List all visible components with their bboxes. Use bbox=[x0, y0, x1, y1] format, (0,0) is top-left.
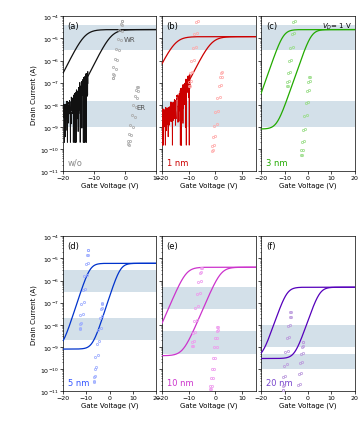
Bar bbox=[162, 332, 256, 354]
X-axis label: Gate Voltage (V): Gate Voltage (V) bbox=[180, 402, 238, 408]
Text: (e): (e) bbox=[167, 241, 179, 250]
Bar bbox=[162, 288, 256, 310]
Text: 5 nm: 5 nm bbox=[68, 378, 89, 387]
Text: (c): (c) bbox=[266, 22, 277, 31]
Bar bbox=[261, 26, 355, 51]
Text: (b): (b) bbox=[167, 22, 179, 31]
Bar bbox=[261, 354, 355, 369]
X-axis label: Gate Voltage (V): Gate Voltage (V) bbox=[180, 182, 238, 189]
Text: 10 nm: 10 nm bbox=[167, 378, 193, 387]
X-axis label: Gate Voltage (V): Gate Voltage (V) bbox=[81, 182, 139, 189]
Text: WR: WR bbox=[124, 37, 135, 43]
Bar bbox=[63, 101, 157, 128]
Y-axis label: Drain Current (A): Drain Current (A) bbox=[31, 64, 37, 124]
Text: ER: ER bbox=[136, 105, 145, 111]
Text: 20 nm: 20 nm bbox=[266, 378, 292, 387]
Bar bbox=[261, 325, 355, 347]
Text: 3 nm: 3 nm bbox=[266, 158, 287, 167]
Text: $V_D$= 1 V: $V_D$= 1 V bbox=[321, 22, 352, 32]
Text: 1 nm: 1 nm bbox=[167, 158, 188, 167]
Bar bbox=[63, 270, 157, 292]
Bar bbox=[261, 101, 355, 128]
X-axis label: Gate Voltage (V): Gate Voltage (V) bbox=[81, 402, 139, 408]
Text: w/o: w/o bbox=[68, 158, 82, 167]
Bar bbox=[162, 101, 256, 128]
Bar bbox=[162, 26, 256, 51]
Bar bbox=[63, 318, 157, 341]
Text: (f): (f) bbox=[266, 241, 275, 250]
X-axis label: Gate Voltage (V): Gate Voltage (V) bbox=[279, 182, 337, 189]
Y-axis label: Drain Current (A): Drain Current (A) bbox=[31, 284, 37, 344]
X-axis label: Gate Voltage (V): Gate Voltage (V) bbox=[279, 402, 337, 408]
Text: (a): (a) bbox=[68, 22, 79, 31]
Bar bbox=[63, 26, 157, 51]
Text: (d): (d) bbox=[68, 241, 80, 250]
